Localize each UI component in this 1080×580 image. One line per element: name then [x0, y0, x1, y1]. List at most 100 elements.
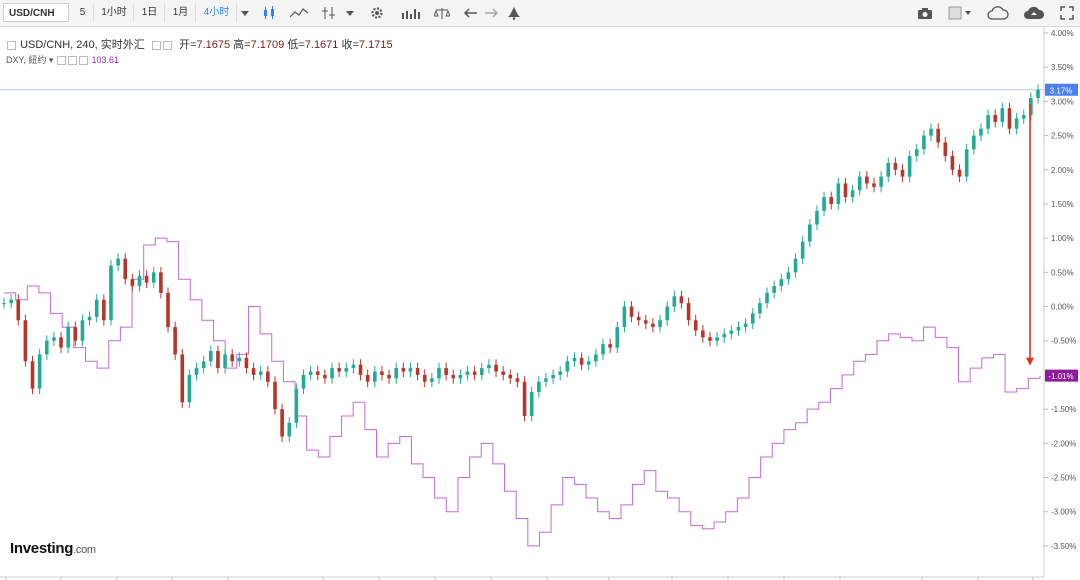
candle: [786, 266, 791, 285]
candle: [144, 270, 149, 289]
candle: [194, 362, 199, 381]
candle: [558, 366, 563, 381]
settings-small-icon[interactable]: [151, 40, 161, 50]
candle: [151, 266, 156, 289]
candle: [52, 331, 56, 347]
candle: [44, 335, 49, 360]
scales-icon[interactable]: [430, 3, 454, 23]
candle: [950, 150, 955, 176]
indicator-icon[interactable]: [318, 3, 340, 23]
color-icon[interactable]: [944, 3, 976, 23]
dxy-last-badge: -1.01%: [1045, 369, 1078, 382]
candle: [351, 359, 356, 374]
candle: [187, 369, 192, 408]
candle: [280, 403, 284, 442]
dxy-value: 103.61: [91, 55, 119, 65]
candle: [693, 314, 698, 336]
candle: [216, 345, 220, 374]
candle: [137, 270, 142, 292]
candle: [501, 366, 505, 381]
y-tick-label: 1.50%: [1051, 200, 1074, 209]
candle: [109, 260, 113, 326]
dxy-close-icon[interactable]: [78, 56, 88, 66]
candle: [529, 386, 534, 422]
candle: [537, 376, 541, 398]
candle: [23, 314, 28, 367]
candle: [180, 348, 185, 408]
candle: [715, 331, 719, 347]
candle: [515, 372, 520, 388]
candle: [665, 301, 669, 326]
dropdown-icon[interactable]: [343, 3, 357, 23]
candle: [487, 359, 491, 374]
candle: [380, 366, 384, 381]
timeframe-5[interactable]: 5: [72, 3, 94, 22]
candle: [130, 273, 135, 292]
candle: [80, 314, 85, 347]
candle: [964, 143, 969, 183]
y-tick-label: 3.50%: [1051, 63, 1074, 72]
candle: [223, 348, 227, 374]
candle: [201, 355, 206, 374]
camera-icon[interactable]: [913, 3, 937, 23]
close-value: 7.1715: [358, 39, 393, 51]
eye-small-icon[interactable]: [162, 40, 172, 50]
open-label: 开=: [179, 39, 197, 51]
candle: [729, 325, 734, 340]
timeframe-1h[interactable]: 1小时: [95, 3, 134, 22]
y-tick-label: 3.00%: [1051, 97, 1074, 106]
candle: [986, 109, 990, 135]
candle: [772, 280, 776, 299]
candle: [30, 355, 35, 395]
dxy-settings-icon[interactable]: [56, 56, 66, 66]
candle: [643, 314, 648, 330]
candle: [615, 321, 620, 354]
undo-icon[interactable]: [462, 3, 480, 23]
candle: [579, 352, 584, 371]
candle: [159, 266, 163, 299]
candle: [622, 301, 627, 333]
candle: [315, 366, 320, 381]
line-chart-icon[interactable]: [287, 3, 311, 23]
candle: [865, 171, 869, 189]
timeframe-1d[interactable]: 1日: [135, 3, 165, 22]
candle: [358, 359, 363, 381]
collapse-icon[interactable]: [7, 40, 16, 50]
candle: [323, 369, 327, 384]
candle: [936, 123, 940, 148]
gear-icon[interactable]: [366, 3, 388, 23]
candle: [979, 123, 983, 142]
candle: [594, 348, 598, 367]
fullscreen-icon[interactable]: [1056, 3, 1078, 23]
y-tick-label: -0.50%: [1051, 337, 1076, 346]
candle: [244, 352, 249, 374]
candle: [972, 130, 976, 155]
dxy-dropdown-icon[interactable]: ▾: [48, 55, 54, 65]
candle: [658, 314, 662, 333]
cloud-save-icon[interactable]: [984, 3, 1012, 23]
candles-icon[interactable]: [258, 3, 280, 23]
timeframe-1m[interactable]: 1月: [166, 3, 196, 22]
y-tick-label: 0.50%: [1051, 268, 1074, 277]
dxy-eye-icon[interactable]: [67, 56, 77, 66]
candle: [1036, 84, 1040, 104]
candle: [37, 348, 42, 395]
alert-icon[interactable]: [504, 3, 524, 23]
candle: [551, 369, 555, 384]
candle: [601, 338, 605, 360]
dxy-label: DXY, 紐约: [6, 55, 47, 65]
candle: [886, 157, 891, 183]
symbol-input[interactable]: USD/CNH: [3, 3, 69, 22]
cloud-load-icon[interactable]: [1020, 3, 1048, 23]
timeframe-4h[interactable]: 4小时: [197, 3, 237, 22]
usdcnh-last-badge: 3.17%: [1045, 83, 1078, 96]
candle: [929, 123, 933, 142]
redo-icon[interactable]: [482, 3, 500, 23]
candle: [430, 372, 434, 388]
y-tick-label: -3.00%: [1051, 508, 1076, 517]
price-chart[interactable]: 4.00% 3.50% 3.00% 2.50% 2.00% 1.50% 1.00% 0.50%…: [0, 27, 1080, 580]
studies-icon[interactable]: [397, 3, 425, 23]
candle: [815, 205, 819, 230]
candle: [779, 273, 784, 292]
dropdown-icon[interactable]: [238, 3, 252, 23]
